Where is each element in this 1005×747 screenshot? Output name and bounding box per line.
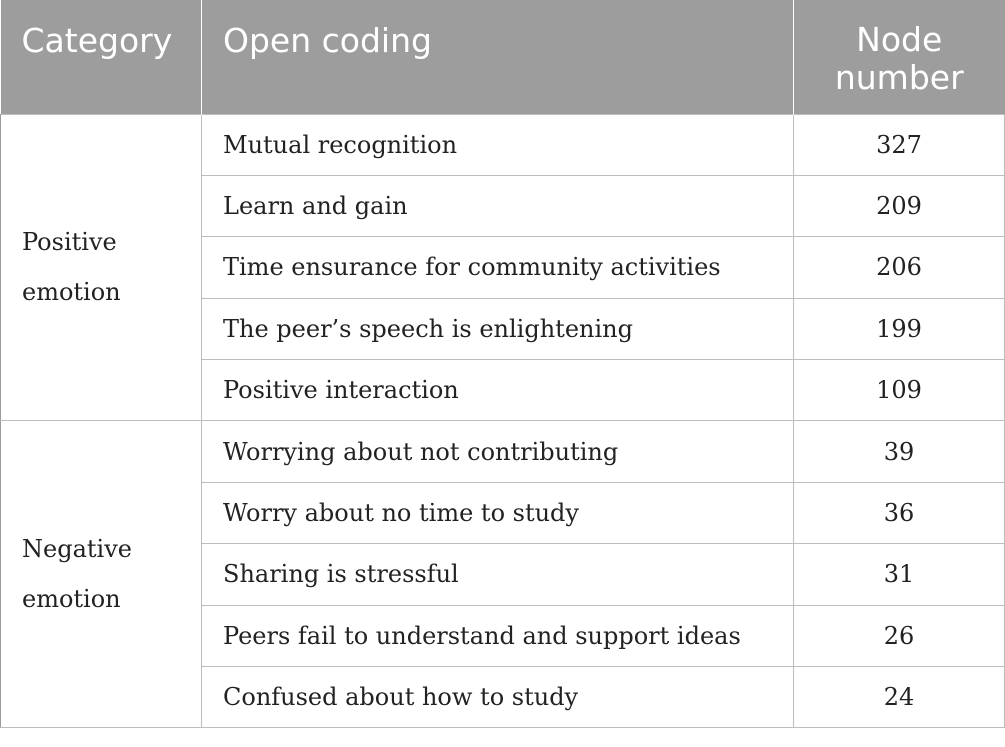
category-cell-positive: Positive emotion [0,113,202,422]
open-coding-cell: Learn and gain [201,174,794,238]
open-coding-cell: Worrying about not contributing [201,420,794,483]
header-row: Category Open coding Node number [0,0,1005,114]
table-row: Sharing is stressful 31 [1,543,1005,606]
node-number-cell: 209 [793,174,1005,238]
table-row: Confused about how to study 24 [1,666,1005,729]
node-number-cell: 206 [793,236,1005,299]
category-label-line2: emotion [22,585,121,614]
category-label-line1: Negative [22,535,132,564]
node-number-cell: 327 [793,113,1005,176]
header-node-number-line1: Node [856,20,943,59]
table-body: Positive emotion Mutual recognition 327 … [0,113,1005,729]
node-number-cell: 24 [793,666,1005,729]
category-cell-negative: Negative emotion [0,420,202,729]
table-row: Positive emotion Mutual recognition 327 [0,113,1005,422]
node-number-cell: 199 [793,297,1005,361]
header-open-coding: Open coding [201,0,794,114]
table-row: Worry about no time to study 36 [1,481,1005,545]
category-label-line1: Positive [22,228,117,257]
node-number-cell: 36 [793,481,1005,545]
node-number-cell: 31 [793,543,1005,606]
header-category: Category [0,0,202,114]
node-number-cell: 26 [793,604,1005,668]
header-node-number: Node number [793,0,1005,114]
open-coding-cell: Sharing is stressful [201,543,794,606]
coding-table: Category Open coding Node number Positiv… [0,0,1005,729]
open-coding-cell: The peer’s speech is enlightening [201,297,794,361]
open-coding-cell: Confused about how to study [201,666,794,729]
table-header: Category Open coding Node number [0,0,1005,114]
node-number-cell: 109 [793,359,1005,422]
table-row: Learn and gain 209 [1,174,1005,238]
category-label-line2: emotion [22,278,121,307]
open-coding-cell: Time ensurance for community activities [201,236,794,299]
open-coding-cell: Mutual recognition [201,113,794,176]
node-number-cell: 39 [793,420,1005,483]
table-row: Peers fail to understand and support ide… [1,604,1005,668]
open-coding-cell: Positive interaction [201,359,794,422]
header-node-number-line2: number [834,58,964,97]
open-coding-cell: Peers fail to understand and support ide… [201,604,794,668]
table-row: Negative emotion Worrying about not cont… [0,420,1005,729]
open-coding-cell: Worry about no time to study [201,481,794,545]
